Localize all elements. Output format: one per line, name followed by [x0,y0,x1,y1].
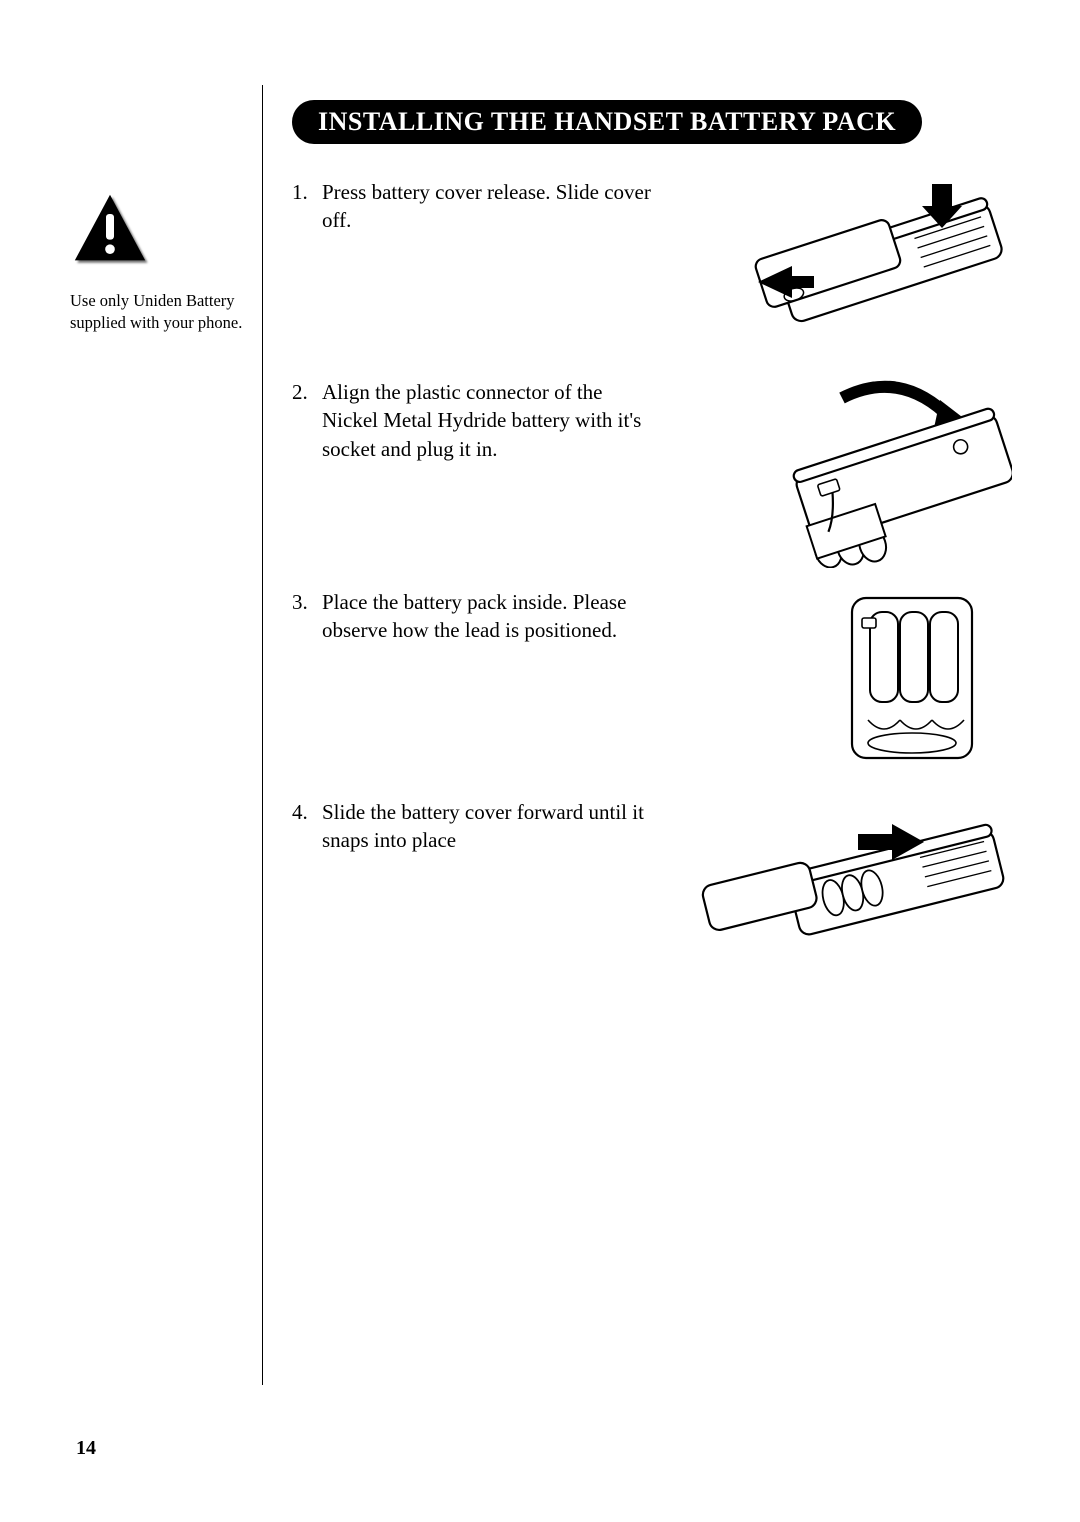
step-illustration [672,378,1012,568]
section-heading: INSTALLING THE HANDSET BATTERY PACK [292,100,922,144]
step-illustration [672,798,1012,958]
step-number: 2. [292,378,322,463]
step-row: 4. Slide the battery cover forward until… [292,798,1012,978]
page-number: 14 [76,1437,96,1460]
sidebar-note-line2: supplied with your phone. [70,313,242,332]
step-text-block: 4. Slide the battery cover forward until… [292,798,672,855]
step-text: Slide the battery cover forward until it… [322,798,662,855]
step-row: 1. Press battery cover release. Slide co… [292,178,1012,358]
sidebar-note: Use only Uniden Battery supplied with yo… [70,290,250,335]
step-text: Align the plastic connector of the Nicke… [322,378,662,463]
step-illustration [672,588,1012,778]
step-number: 3. [292,588,322,645]
sidebar-note-line1: Use only Uniden Battery [70,291,235,310]
step-text-block: 2. Align the plastic connector of the Ni… [292,378,672,463]
step-row: 3. Place the battery pack inside. Please… [292,588,1012,778]
step-text-block: 1. Press battery cover release. Slide co… [292,178,672,235]
warning-icon [70,190,150,270]
step-text-block: 3. Place the battery pack inside. Please… [292,588,672,645]
step-row: 2. Align the plastic connector of the Ni… [292,378,1012,568]
step-text: Place the battery pack inside. Please ob… [322,588,662,645]
vertical-divider [262,85,263,1385]
sidebar: Use only Uniden Battery supplied with yo… [70,190,250,335]
main-content: INSTALLING THE HANDSET BATTERY PACK 1. P… [292,100,1012,998]
step-number: 4. [292,798,322,855]
step-number: 1. [292,178,322,235]
document-page: Use only Uniden Battery supplied with yo… [0,0,1080,1522]
step-text: Press battery cover release. Slide cover… [322,178,662,235]
step-illustration [672,178,1012,338]
